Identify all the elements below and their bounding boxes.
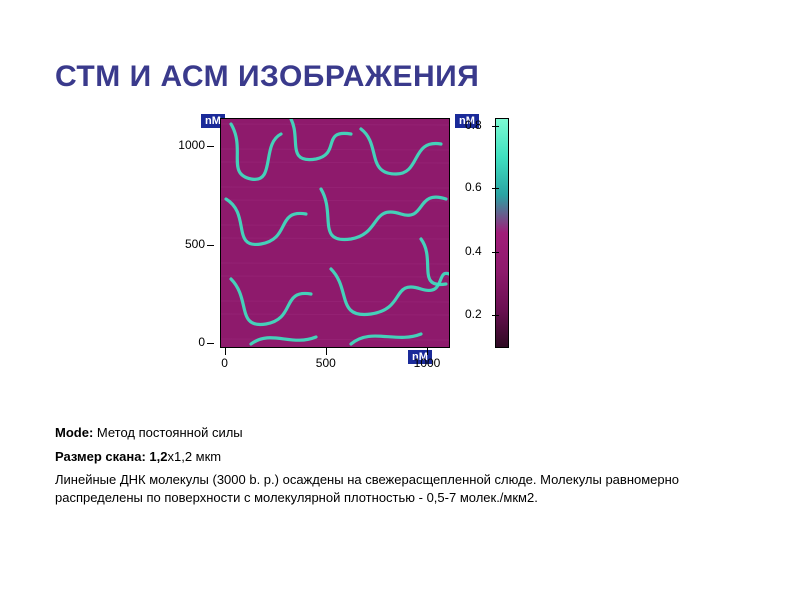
mode-label: Mode: (55, 425, 93, 440)
afm-figure: nM nM nM 10005000 05001000 0.80.60.40.2 (145, 116, 625, 376)
mode-value: Метод постоянной силы (97, 425, 243, 440)
colorbar (495, 118, 509, 348)
y-tick: 1000 (145, 138, 205, 152)
colorbar-tick: 0.8 (465, 118, 482, 132)
x-tick: 1000 (407, 356, 447, 370)
scan-size-value: x1,2 мкm (168, 449, 222, 464)
colorbar-tick: 0.6 (465, 180, 482, 194)
colorbar-tick: 0.4 (465, 244, 482, 258)
y-tick: 500 (145, 237, 205, 251)
y-tick: 0 (145, 335, 205, 349)
description: Mode: Метод постоянной силы Размер скана… (55, 424, 745, 506)
page-title: СТМ И АСМ ИЗОБРАЖЕНИЯ (55, 60, 745, 94)
description-body: Линейные ДНК молекулы (3000 b. p.) осажд… (55, 471, 745, 506)
afm-scan (220, 118, 450, 348)
x-tick: 0 (205, 356, 245, 370)
scan-size-label: Размер скана: 1,2 (55, 449, 168, 464)
colorbar-tick: 0.2 (465, 307, 482, 321)
x-tick: 500 (306, 356, 346, 370)
